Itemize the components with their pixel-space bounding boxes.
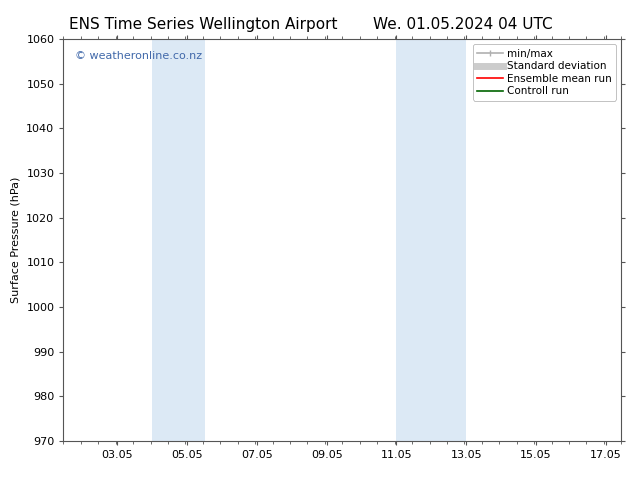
Bar: [152, 39, 205, 441]
Bar: [396, 39, 466, 441]
Text: We. 01.05.2024 04 UTC: We. 01.05.2024 04 UTC: [373, 17, 553, 32]
Y-axis label: Surface Pressure (hPa): Surface Pressure (hPa): [11, 177, 21, 303]
Text: ENS Time Series Wellington Airport: ENS Time Series Wellington Airport: [68, 17, 337, 32]
Text: © weatheronline.co.nz: © weatheronline.co.nz: [75, 51, 202, 61]
Legend: min/max, Standard deviation, Ensemble mean run, Controll run: min/max, Standard deviation, Ensemble me…: [473, 45, 616, 100]
